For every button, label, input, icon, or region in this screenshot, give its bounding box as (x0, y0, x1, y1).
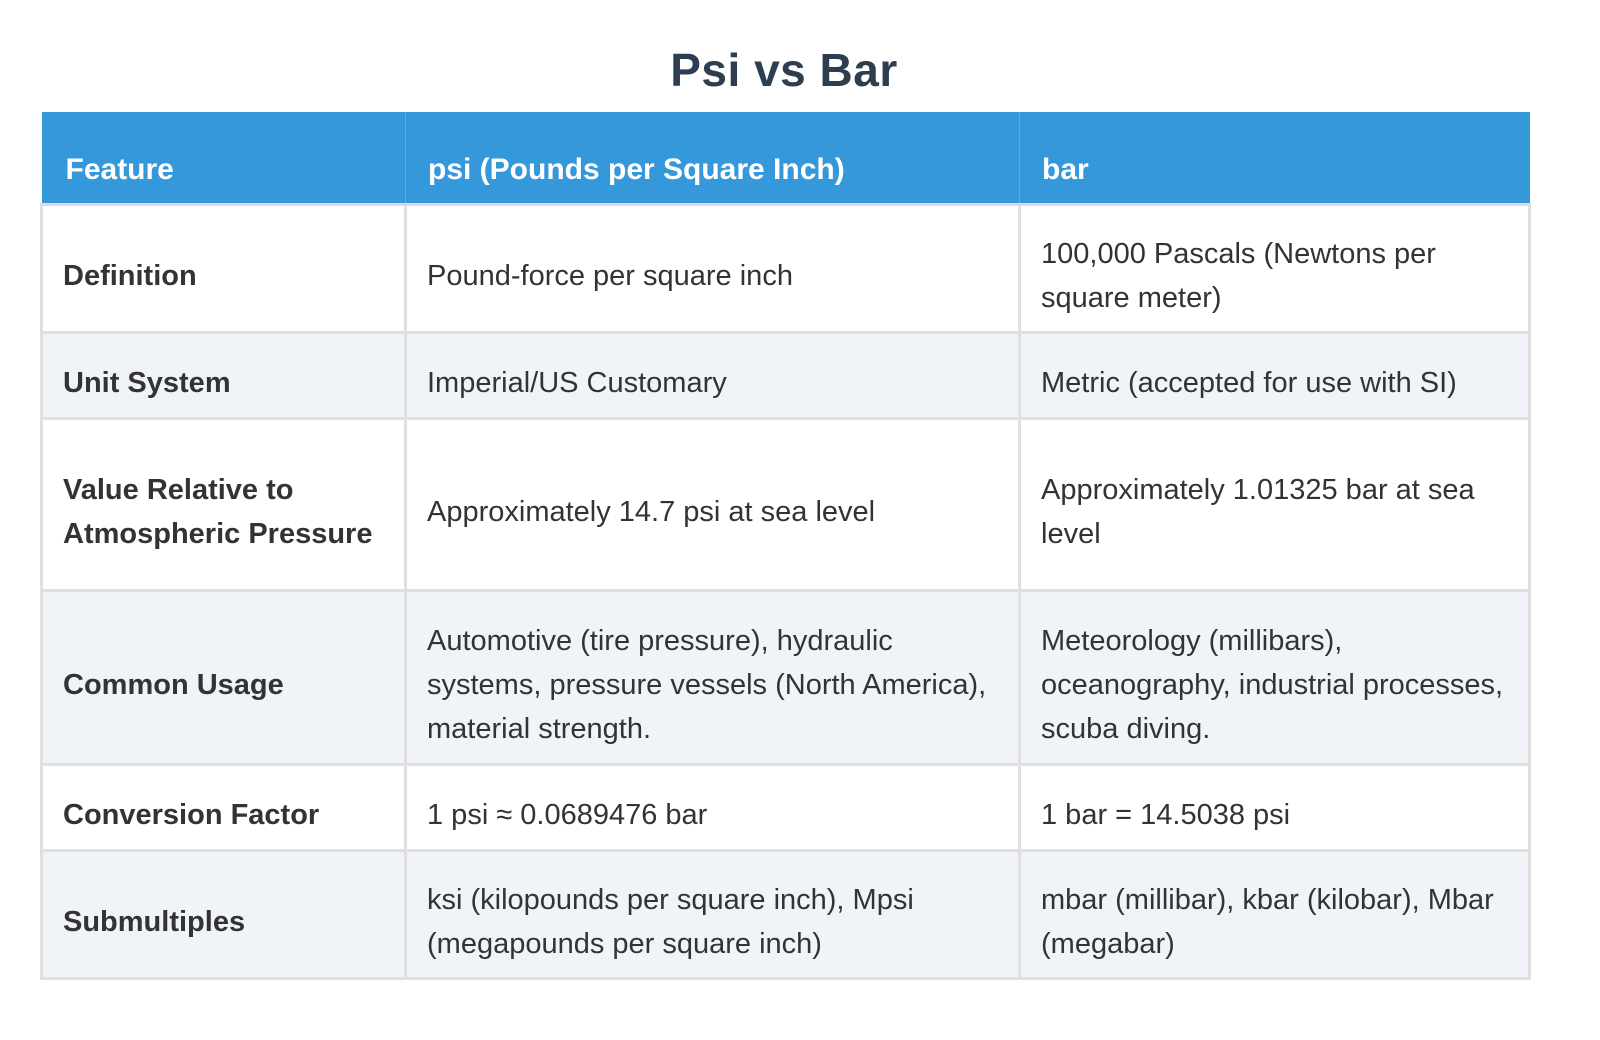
bar-cell: 1 bar = 14.5038 psi (1018, 762, 1531, 852)
table-row-definition: Definition Pound-force per square inch 1… (40, 202, 1531, 334)
header-bar: bar (1019, 112, 1530, 206)
psi-cell: 1 psi ≈ 0.0689476 bar (404, 762, 1021, 852)
comparison-table: Feature psi (Pounds per Square Inch) bar… (40, 112, 1531, 980)
psi-cell: Automotive (tire pressure), hydraulic sy… (404, 588, 1021, 766)
bar-cell: Metric (accepted for use with SI) (1018, 330, 1531, 420)
psi-cell: Approximately 14.7 psi at sea level (404, 416, 1021, 592)
bar-cell: Approximately 1.01325 bar at sea level (1018, 416, 1531, 592)
table-row-conversion-factor: Conversion Factor 1 psi ≈ 0.0689476 bar … (40, 762, 1531, 852)
psi-cell: Imperial/US Customary (404, 330, 1021, 420)
page-title: Psi vs Bar (670, 44, 898, 96)
bar-cell: Meteorology (millibars), oceanography, i… (1018, 588, 1531, 766)
feature-cell: Submultiples (40, 848, 407, 980)
bar-cell: 100,000 Pascals (Newtons per square mete… (1018, 202, 1531, 334)
feature-cell: Conversion Factor (40, 762, 407, 852)
table-row-unit-system: Unit System Imperial/US Customary Metric… (40, 330, 1531, 420)
psi-cell: ksi (kilopounds per square inch), Mpsi (… (404, 848, 1021, 980)
table-row-submultiples: Submultiples ksi (kilopounds per square … (40, 848, 1531, 980)
feature-cell: Common Usage (40, 588, 407, 766)
table-header-row: Feature psi (Pounds per Square Inch) bar (41, 112, 1530, 206)
table-row-atmospheric-pressure: Value Relative to Atmospheric Pressure A… (40, 416, 1531, 592)
bar-cell: mbar (millibar), kbar (kilobar), Mbar (m… (1018, 848, 1531, 980)
table-row-common-usage: Common Usage Automotive (tire pressure),… (40, 588, 1531, 766)
feature-cell: Unit System (40, 330, 407, 420)
header-psi: psi (Pounds per Square Inch) (405, 112, 1020, 206)
feature-cell: Value Relative to Atmospheric Pressure (40, 416, 407, 592)
psi-cell: Pound-force per square inch (404, 202, 1021, 334)
header-feature: Feature (41, 112, 406, 206)
feature-cell: Definition (40, 202, 407, 334)
